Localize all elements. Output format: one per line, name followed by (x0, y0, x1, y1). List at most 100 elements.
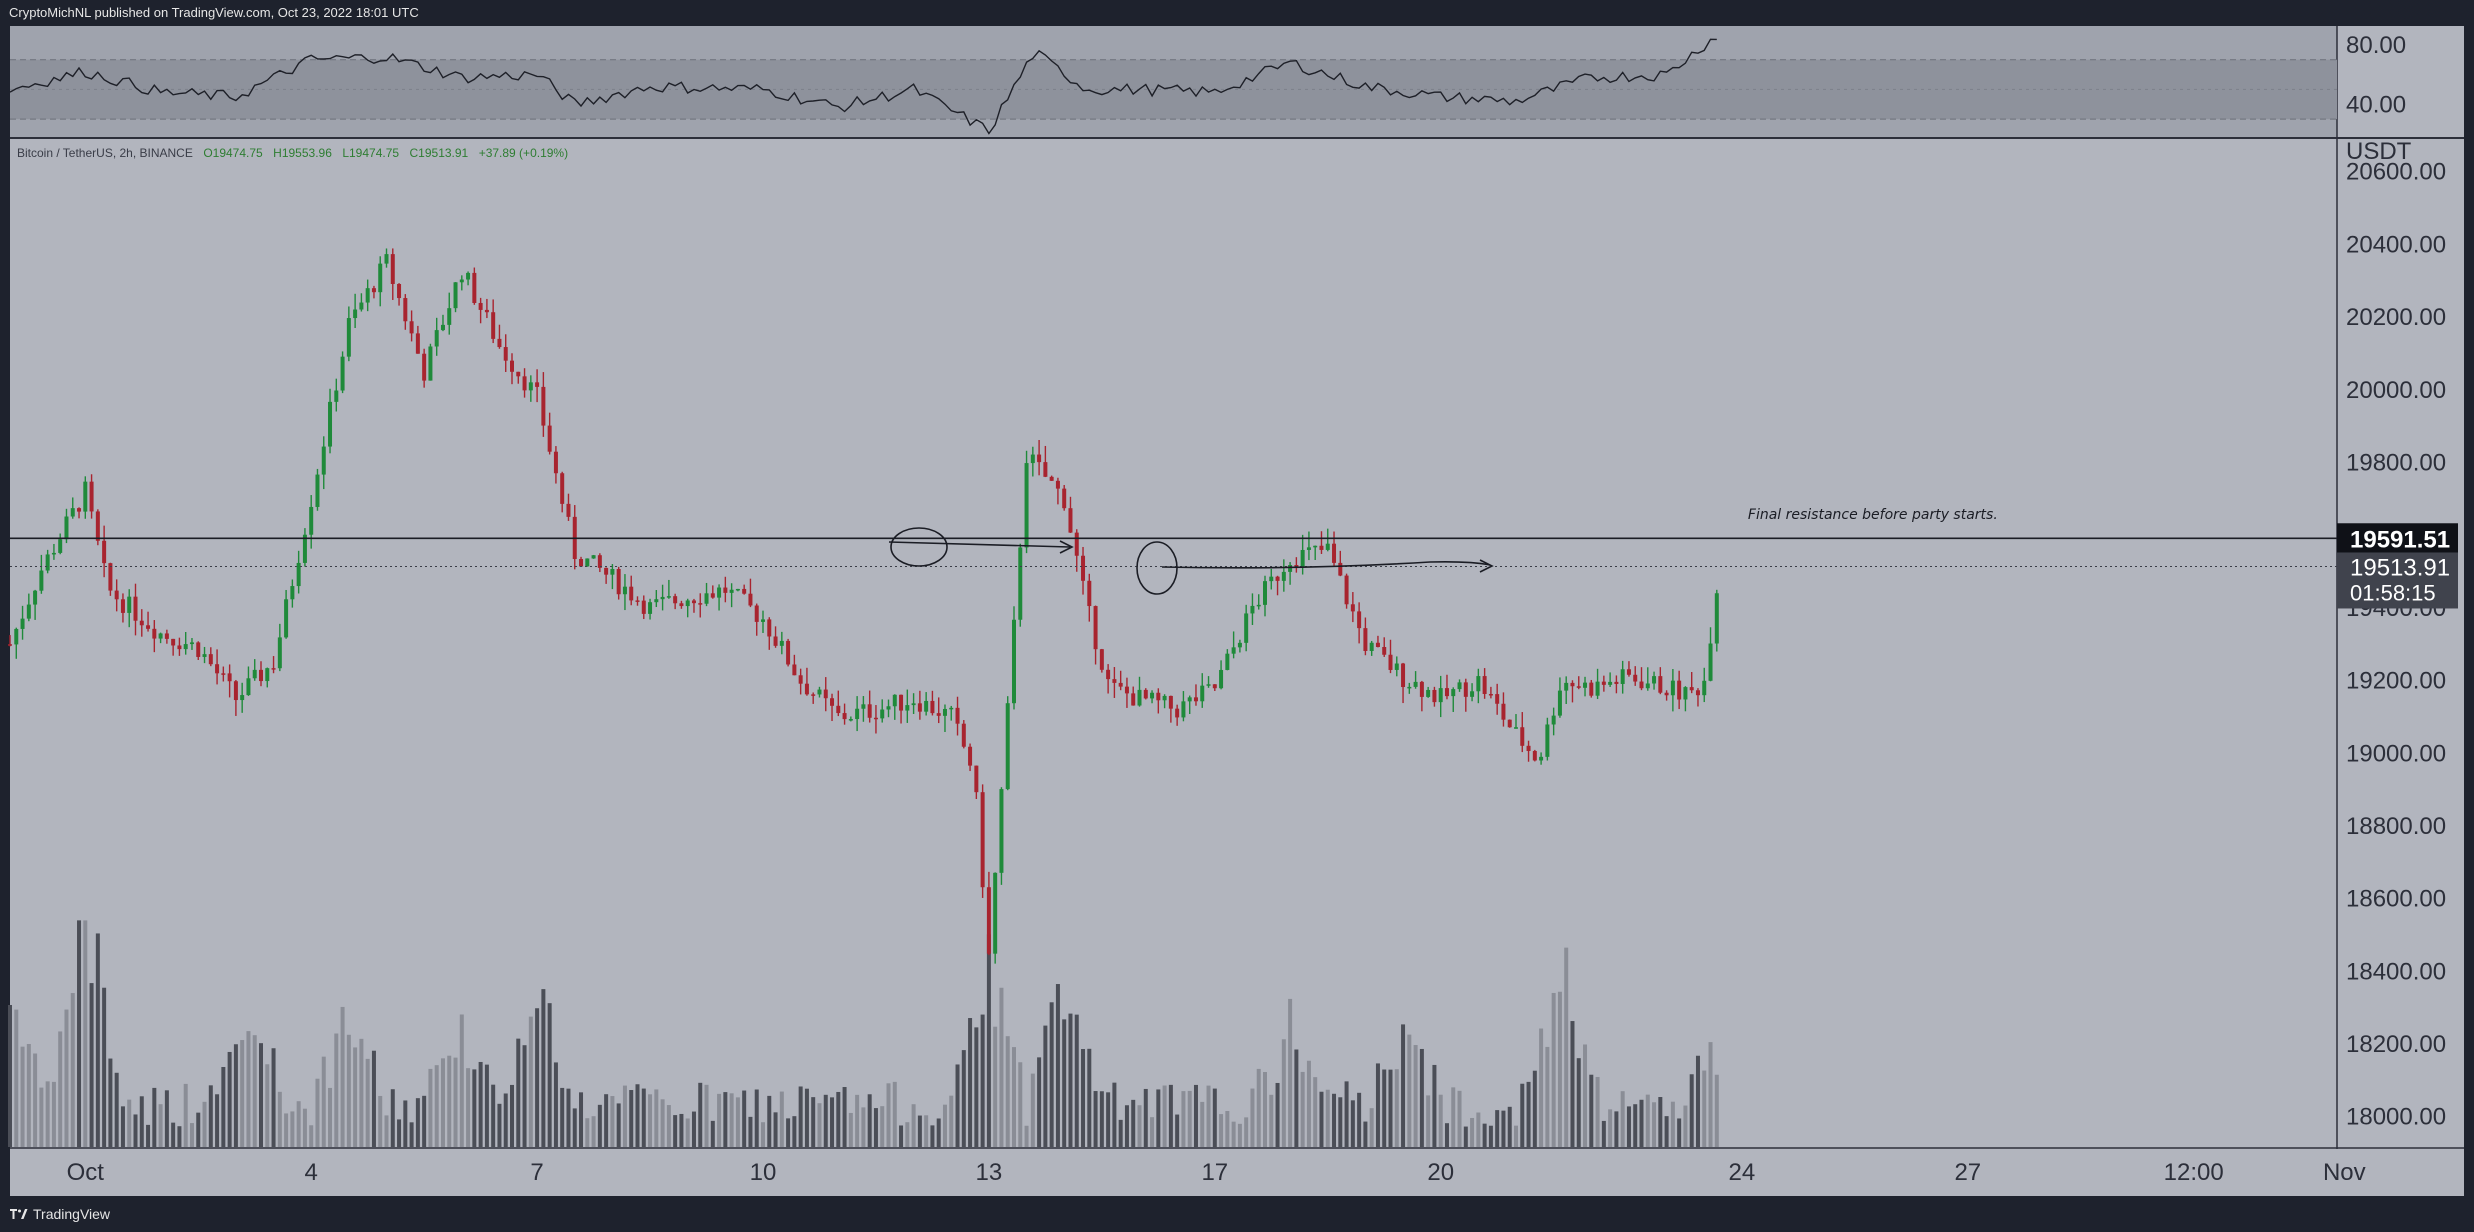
candle-body (980, 792, 985, 888)
candle-body (1482, 676, 1487, 695)
volume-bar (1231, 1121, 1236, 1147)
time-tick-label: 7 (530, 1159, 543, 1186)
candle-body (892, 694, 897, 707)
volume-bar (1300, 1071, 1305, 1147)
arrow-line[interactable] (888, 541, 1071, 548)
volume-bar (1514, 1125, 1518, 1147)
volume-bar (1281, 1039, 1286, 1147)
volume-bar (484, 1064, 489, 1147)
volume-bar (1702, 1070, 1707, 1147)
price-chart[interactable]: 80.00 40.00 Bitcoin / TetherUS, 2h, BINA… (0, 26, 2474, 1196)
candle-body (761, 619, 765, 622)
volume-bar (1118, 1119, 1123, 1147)
candle-body (1595, 681, 1600, 696)
volume-bar (522, 1045, 527, 1147)
volume-bar (1708, 1042, 1713, 1147)
volume-bar (1482, 1123, 1487, 1147)
candle-body (811, 694, 816, 696)
volume-bar (873, 1108, 878, 1147)
last-price-tag (2337, 552, 2458, 609)
volume-bar (277, 1091, 282, 1147)
volume-bar (51, 1081, 56, 1147)
volume-bar (478, 1061, 483, 1147)
drawing-annotations[interactable] (888, 527, 1494, 595)
volume-bar (1608, 1109, 1613, 1147)
candle-body (365, 288, 370, 303)
volume-bar (466, 1068, 471, 1147)
arrow-head[interactable] (1059, 540, 1074, 554)
candle-body (1319, 545, 1324, 550)
legend-close: C19513.91 (410, 146, 469, 160)
candle-body (277, 637, 282, 669)
arrow-head[interactable] (1479, 559, 1494, 573)
candle-body (1332, 543, 1337, 563)
volume-bar (328, 1087, 333, 1147)
candle-body (993, 872, 998, 954)
candle-body (1168, 695, 1173, 709)
volume-bar (767, 1095, 772, 1147)
arrow-line[interactable] (1161, 561, 1491, 569)
candle-body (26, 604, 31, 619)
candle-body (648, 602, 653, 614)
volume-bar (861, 1107, 866, 1147)
time-tick-label: 10 (750, 1159, 777, 1186)
candle-body (1350, 604, 1355, 612)
volume-bar (572, 1108, 577, 1147)
candle-body (1206, 684, 1211, 686)
candle-body (748, 593, 753, 606)
symbol-name: Bitcoin / TetherUS, 2h, BINANCE (17, 146, 193, 160)
volume-bar (108, 1058, 113, 1147)
candle-body (654, 599, 659, 603)
volume-bar (284, 1113, 289, 1147)
candle-body (1520, 727, 1525, 746)
volume-bar (1212, 1088, 1217, 1147)
volume-bar (1219, 1114, 1224, 1147)
volume-bar (114, 1072, 119, 1147)
volume-bar (930, 1125, 935, 1147)
resistance-annotation[interactable]: Final resistance before party starts. (1748, 507, 1998, 523)
candle-body (723, 587, 728, 593)
candle-body (440, 324, 445, 331)
volume-bar (1093, 1091, 1098, 1147)
volume-bar (961, 1050, 966, 1147)
volume-bar (1532, 1070, 1537, 1147)
candle-body (729, 589, 734, 593)
volume-bar (1451, 1087, 1456, 1147)
candle-body (133, 596, 138, 621)
candle-body (1055, 480, 1060, 489)
volume-bar (196, 1112, 201, 1147)
volume-bar (422, 1095, 427, 1147)
candle-body (466, 272, 471, 280)
circle-marker[interactable] (890, 527, 948, 567)
candle-body (591, 555, 596, 559)
candle-body (691, 600, 696, 604)
volume-bar (761, 1122, 765, 1147)
volume-bar (1645, 1094, 1650, 1147)
rsi-line (9, 38, 1717, 135)
chart-panel[interactable]: 80.00 40.00 Bitcoin / TetherUS, 2h, BINA… (0, 26, 2474, 1196)
candle-body (1514, 727, 1518, 729)
candle-body (1413, 681, 1418, 687)
time-axis-pane[interactable] (10, 1149, 2464, 1196)
candle-body (1438, 688, 1443, 703)
volume-bar (579, 1092, 584, 1147)
volume-bar (1470, 1117, 1475, 1147)
candle-body (1156, 692, 1161, 701)
candle-body (1702, 680, 1707, 696)
resistance-price-label: 19591.51 (2350, 526, 2450, 553)
candle-body (1313, 545, 1318, 548)
candle-body (1495, 694, 1500, 704)
main-pane (10, 139, 2337, 1173)
candle-body (1708, 643, 1713, 681)
candle-body (1695, 690, 1700, 696)
candle-body (585, 558, 590, 567)
volume-bar (70, 993, 75, 1147)
candle-body (710, 593, 715, 598)
candle-body (1470, 691, 1475, 697)
price-tick-label: 20600.00 (2346, 159, 2446, 186)
candle-body (1589, 682, 1594, 696)
volume-bar (371, 1050, 376, 1147)
volume-bar (1024, 1125, 1029, 1147)
volume-bar (1043, 1025, 1048, 1147)
candle-body (616, 568, 621, 595)
